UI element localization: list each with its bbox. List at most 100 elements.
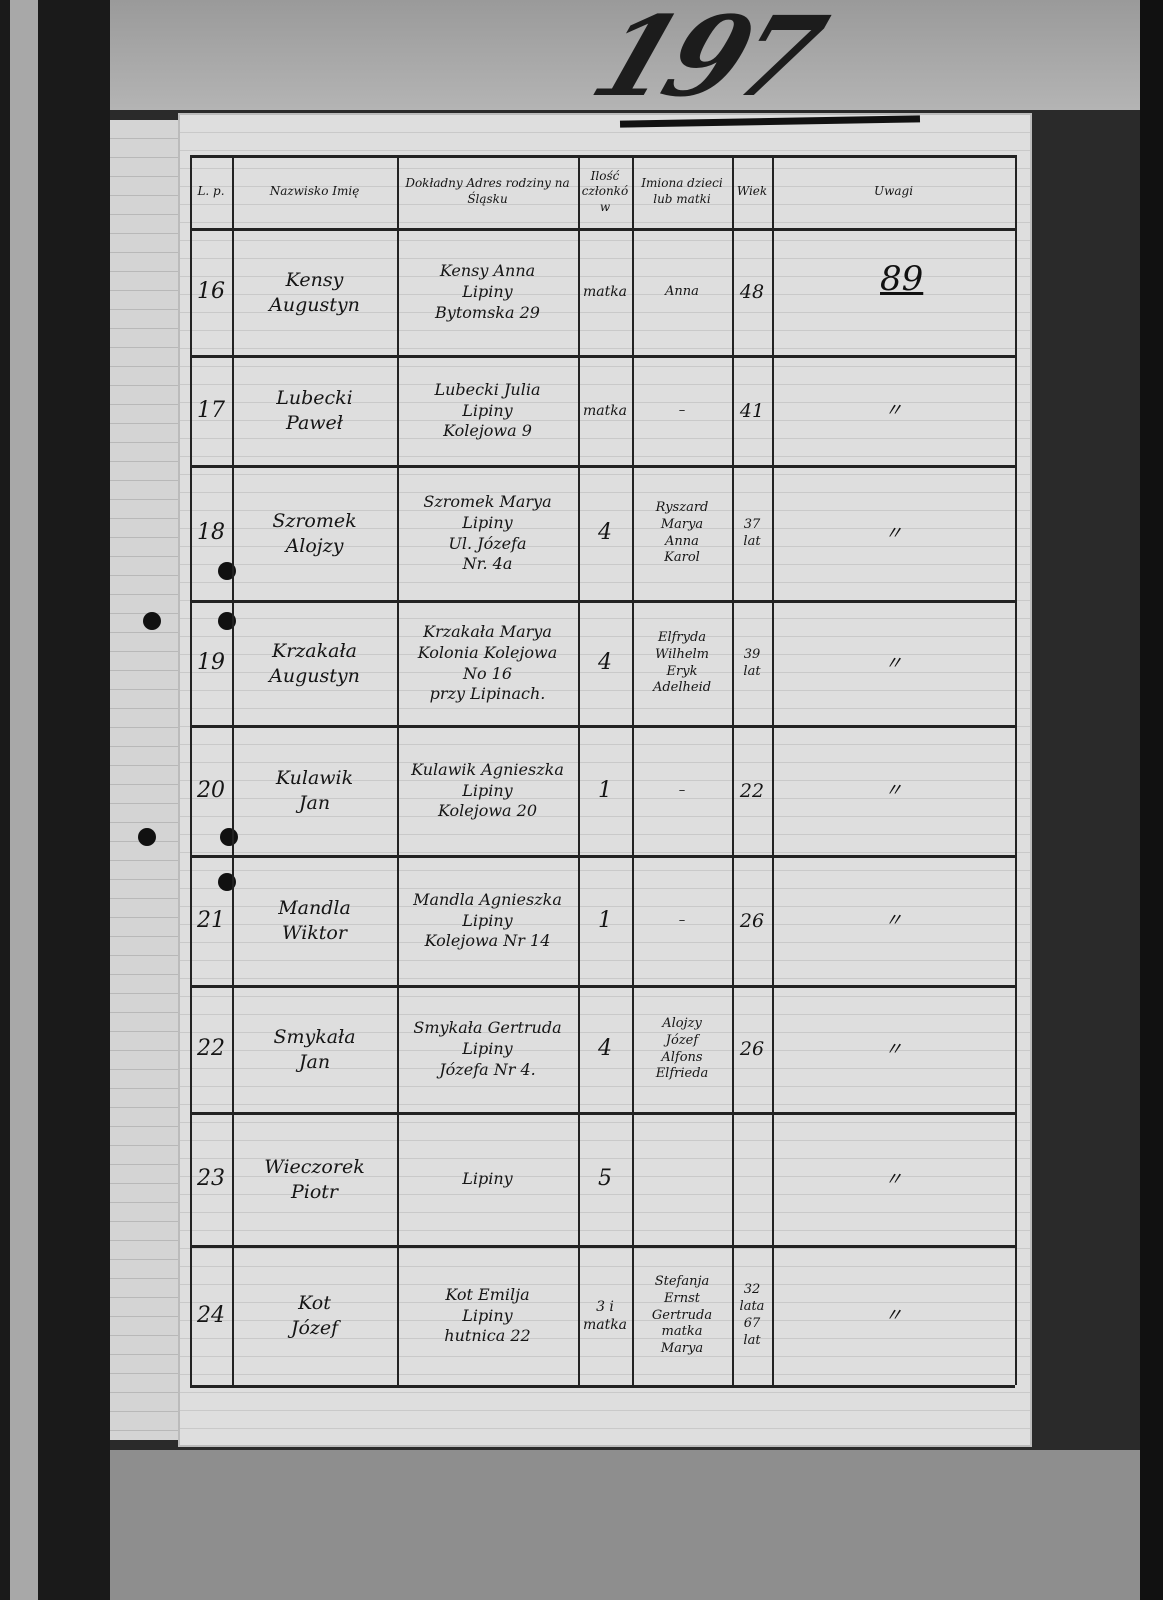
child-name: Karol — [664, 550, 700, 566]
remarks: 〃 — [775, 989, 1012, 1110]
column-divider — [732, 155, 734, 1385]
age: 48 — [735, 232, 769, 353]
entry-number-text: 22 — [197, 1036, 225, 1062]
entry-name: Kulawik Jan — [235, 729, 394, 853]
address-line: Krzakała Marya — [423, 621, 552, 641]
child-name: – — [678, 782, 686, 798]
remarks: 〃 — [775, 859, 1012, 983]
entry-name: Lubecki Paweł — [235, 359, 394, 463]
children-names: – — [635, 859, 729, 983]
remark-text: 〃 — [884, 780, 903, 802]
entry-name: Mandla Wiktor — [235, 859, 394, 983]
folio-number: 89 — [880, 259, 924, 299]
given-name: Jan — [298, 792, 331, 814]
age-value: lat — [743, 533, 761, 549]
header-remarks: Uwagi — [873, 184, 914, 199]
header-age: Wiek — [736, 184, 768, 199]
address-line: przy Lipinach. — [429, 684, 546, 704]
member-count-text: 1 — [598, 907, 612, 933]
register-table: L. p. Nazwisko Imię Dokładny Adres rodziny… — [190, 155, 1017, 1388]
row-divider — [190, 1385, 1015, 1388]
surname: Wieczorek — [264, 1155, 365, 1178]
child-name: – — [678, 402, 686, 418]
address-line: Bytomska 29 — [435, 302, 540, 322]
given-name: Jan — [298, 1050, 331, 1073]
child-name: – — [678, 912, 686, 928]
row-divider — [190, 855, 1015, 858]
row-divider — [190, 1112, 1015, 1115]
column-divider — [232, 155, 234, 1385]
child-name: Alojzy — [662, 1015, 702, 1031]
member-count: 3 i matka — [581, 1249, 629, 1383]
child-name: matka — [661, 1324, 703, 1340]
remark-text: 〃 — [884, 1038, 903, 1060]
age: 26 — [735, 989, 769, 1110]
entry-number: 18 — [193, 469, 229, 598]
entry-address: Szromek Marya Lipiny Ul. Józefa Nr. 4a — [400, 469, 575, 598]
address-line: Kensy Anna — [439, 261, 536, 281]
column-divider — [632, 155, 634, 1385]
row-divider — [190, 355, 1015, 358]
remark-text: 〃 — [884, 400, 903, 422]
child-name: Marya — [660, 1341, 704, 1357]
header-address: Dokładny Adres rodziny na Śląsku — [405, 176, 570, 206]
member-count-text: matka — [582, 402, 628, 419]
address-line: Kot Emilja — [445, 1284, 530, 1304]
given-name: Wiktor — [282, 922, 347, 944]
row-divider — [190, 725, 1015, 728]
age-value: lat — [743, 663, 761, 679]
given-name: Augustyn — [269, 664, 360, 687]
address-line: Szromek Marya — [423, 491, 552, 511]
address-line: Ul. Józefa — [448, 533, 527, 553]
age: 22 — [735, 729, 769, 853]
child-name: Eryk — [666, 663, 698, 679]
header-children: Imiona dzieci lub matki — [641, 176, 723, 206]
given-name: Piotr — [290, 1180, 339, 1203]
age-value: 37 — [743, 516, 761, 532]
address-line: Smykała Gertruda — [413, 1018, 562, 1038]
adjacent-page-edge — [10, 0, 38, 1600]
entry-number: 24 — [193, 1249, 229, 1383]
address-line: Józefa Nr 4. — [439, 1059, 536, 1079]
address-line: Lipiny — [462, 1039, 513, 1059]
child-name: Ernst — [664, 1290, 700, 1306]
entry-name: Kot Józef — [235, 1249, 394, 1383]
header-count: Ilość członków — [581, 168, 629, 214]
age-value: 26 — [739, 909, 765, 932]
age-value: 67 — [743, 1316, 761, 1331]
address-line: Nr. 4a — [462, 554, 513, 574]
entry-address: Kulawik Agnieszka Lipiny Kolejowa 20 — [400, 729, 575, 853]
surname: Szromek — [272, 509, 357, 532]
row-divider — [190, 1245, 1015, 1248]
member-count: matka — [581, 232, 629, 353]
member-count-text: 4 — [598, 1036, 612, 1062]
entry-address: Lipiny — [400, 1116, 575, 1243]
given-name: Alojzy — [285, 534, 344, 557]
address-line: Lipiny — [462, 910, 513, 930]
binding-hole — [138, 828, 156, 846]
surname: Lubecki — [276, 387, 353, 410]
child-name: Wilhelm — [655, 646, 709, 662]
member-count: matka — [581, 359, 629, 463]
age-value: lata — [739, 1299, 765, 1315]
previous-page-margin — [110, 120, 190, 1440]
address-line: Lubecki Julia — [434, 379, 541, 399]
binding-hole — [143, 612, 161, 630]
address-line: Kolonia Kolejowa — [417, 642, 558, 662]
column-divider — [578, 155, 580, 1385]
age-value: 41 — [739, 399, 765, 422]
remarks: 〃 — [775, 359, 1012, 463]
age: 26 — [735, 859, 769, 983]
child-name: Stefanja — [654, 1273, 710, 1289]
age-value: 32 — [743, 1282, 761, 1298]
age-value: 39 — [743, 646, 761, 662]
address-line: Lipiny — [462, 512, 513, 532]
entry-number-text: 16 — [197, 279, 225, 305]
entry-name: Szromek Alojzy — [235, 469, 394, 598]
remark-text: 〃 — [884, 1305, 903, 1327]
member-count-text: 4 — [598, 520, 612, 546]
address-line: Lipiny — [462, 282, 513, 302]
entry-number-text: 19 — [197, 650, 225, 676]
address-line: No 16 — [462, 663, 513, 683]
surname: Kulawik — [275, 767, 354, 790]
